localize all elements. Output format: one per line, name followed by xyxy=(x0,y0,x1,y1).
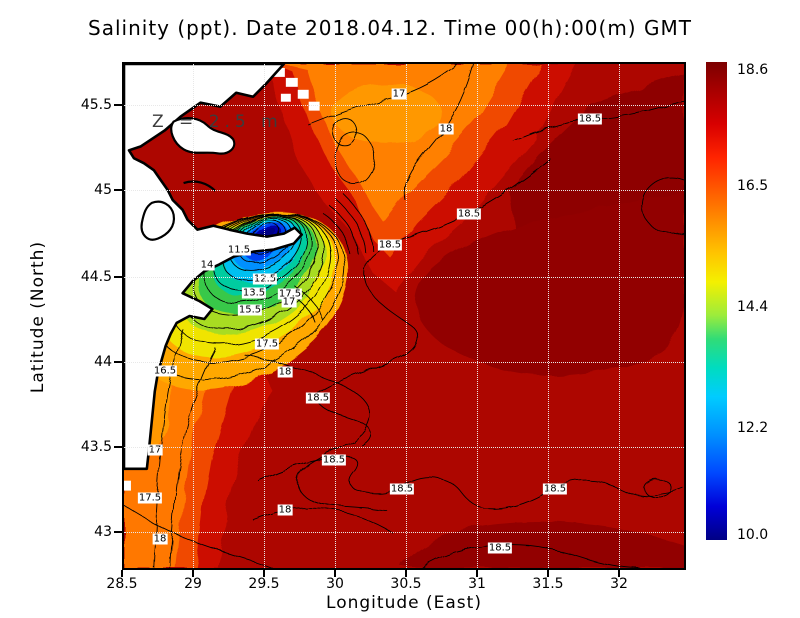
x-tick-mark xyxy=(263,570,265,577)
y-tick-label: 44.5 xyxy=(80,269,112,285)
colorbar-tick-label: 14.4 xyxy=(737,299,769,315)
colorbar-tick-label: 16.5 xyxy=(737,178,769,194)
x-tick-mark xyxy=(405,570,407,577)
depth-annotation: Z = 2.5 m xyxy=(152,112,283,132)
y-tick-label: 45.5 xyxy=(80,97,112,113)
contour-value-label: 18.5 xyxy=(305,392,331,404)
map-plot-area: 17 18.5 18 18.5 18.5 11.5 14 12.5 13.5 17.5 17 15.5… xyxy=(122,62,686,570)
contour-value-label: 12.5 xyxy=(252,273,278,285)
x-tick-label: 30 xyxy=(326,576,344,592)
graticule-parallel xyxy=(124,190,684,191)
contour-value-label: 17 xyxy=(281,296,297,308)
contour-value-label: 18.5 xyxy=(389,483,415,495)
y-tick-label: 43.5 xyxy=(80,439,112,455)
contour-value-label: 16.5 xyxy=(152,365,178,377)
contour-value-label: 17 xyxy=(147,444,163,456)
y-tick-mark xyxy=(114,276,122,278)
contour-value-label: 11.5 xyxy=(226,244,252,256)
x-tick-label: 28.5 xyxy=(106,576,138,592)
graticule-parallel xyxy=(124,362,684,363)
colorbar-tick-label: 18.6 xyxy=(737,62,769,78)
x-tick-label: 31 xyxy=(468,576,486,592)
contour-value-label: 17.5 xyxy=(137,492,163,504)
contour-value-label: 18.5 xyxy=(321,454,347,466)
contour-value-label: 17.5 xyxy=(277,288,303,300)
contour-value-label: 13.5 xyxy=(241,287,267,299)
graticule-parallel xyxy=(124,532,684,533)
graticule-meridian xyxy=(406,64,407,568)
y-tick-label: 45 xyxy=(94,182,112,198)
graticule-parallel xyxy=(124,447,684,448)
contour-value-label: 18.5 xyxy=(456,208,482,220)
y-tick-mark xyxy=(114,446,122,448)
x-tick-mark xyxy=(618,570,620,577)
graticule-parallel xyxy=(124,277,684,278)
y-tick-mark xyxy=(114,104,122,106)
y-tick-mark xyxy=(114,531,122,533)
x-tick-mark xyxy=(192,570,194,577)
x-tick-mark xyxy=(547,570,549,577)
x-tick-mark xyxy=(334,570,336,577)
contour-value-label: 18.5 xyxy=(487,542,513,554)
graticule-parallel xyxy=(124,105,684,106)
contour-value-label: 18.5 xyxy=(577,113,603,125)
y-axis-title: Latitude (North) xyxy=(28,240,48,394)
contour-value-label: 15.5 xyxy=(237,304,263,316)
y-tick-mark xyxy=(114,189,122,191)
contour-value-label: 18 xyxy=(152,533,168,545)
colorbar xyxy=(706,62,727,540)
x-tick-mark xyxy=(121,570,123,577)
colorbar-tick-label: 12.2 xyxy=(737,420,769,436)
y-tick-mark xyxy=(114,361,122,363)
x-tick-label: 31.5 xyxy=(532,576,564,592)
x-tick-label: 32 xyxy=(610,576,628,592)
contour-value-label: 17.5 xyxy=(254,338,280,350)
contour-value-label: 18.5 xyxy=(542,483,568,495)
graticule-meridian xyxy=(264,64,265,568)
contour-value-label: 17 xyxy=(391,88,407,100)
graticule-meridian xyxy=(548,64,549,568)
x-tick-label: 29.5 xyxy=(248,576,280,592)
contour-value-label: 18 xyxy=(277,366,293,378)
graticule-meridian xyxy=(193,64,194,568)
salinity-map-svg xyxy=(124,64,684,568)
x-tick-label: 29 xyxy=(184,576,202,592)
x-tick-label: 30.5 xyxy=(390,576,422,592)
y-tick-label: 44 xyxy=(94,354,112,370)
lagoon-outlines xyxy=(140,117,236,241)
graticule-meridian xyxy=(477,64,478,568)
contour-value-label: 18.5 xyxy=(377,239,403,251)
contour-value-label: 18 xyxy=(277,504,293,516)
plot-title: Salinity (ppt). Date 2018.04.12. Time 00… xyxy=(88,16,692,40)
x-axis-title: Longitude (East) xyxy=(326,593,482,613)
graticule-meridian xyxy=(335,64,336,568)
contour-value-label: 18 xyxy=(438,123,454,135)
contour-value-label: 14 xyxy=(199,259,215,271)
graticule-meridian xyxy=(619,64,620,568)
colorbar-tick-label: 10.0 xyxy=(737,527,769,543)
x-tick-mark xyxy=(476,570,478,577)
y-tick-label: 43 xyxy=(94,524,112,540)
